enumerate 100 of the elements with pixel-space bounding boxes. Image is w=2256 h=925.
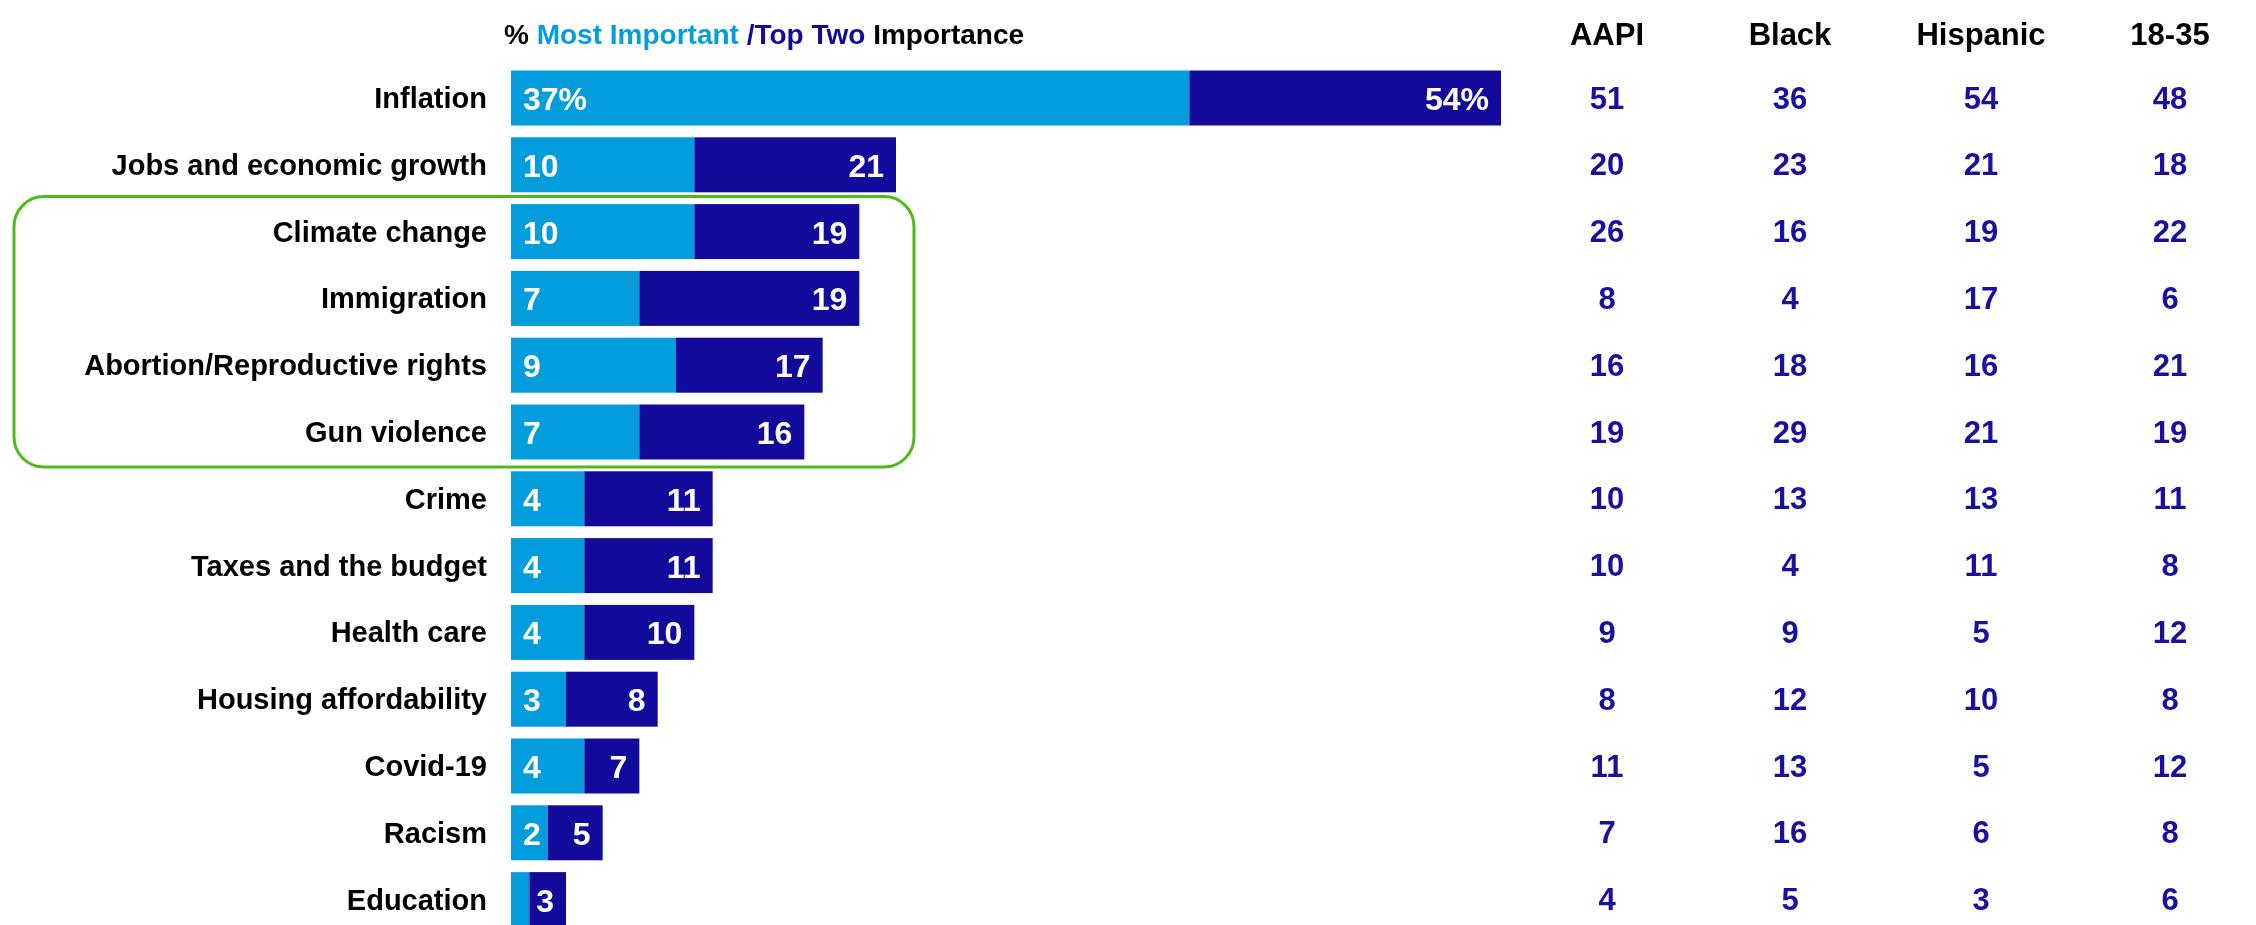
data-label: 12 — [2152, 614, 2188, 650]
data-label: 16 — [1772, 815, 1808, 851]
data-label: 37% — [523, 81, 588, 117]
data-label: 7 — [523, 415, 541, 451]
total-label: 8 — [627, 682, 646, 719]
bar — [584, 604, 695, 660]
data-label: 8 — [1598, 280, 1616, 316]
total-label: 10 — [646, 615, 683, 652]
data-label: 6 — [2161, 280, 2179, 316]
data-label: 7 — [523, 281, 541, 318]
data-label: 12 — [2152, 748, 2188, 784]
bar — [639, 270, 860, 326]
x-tick-label: 18-35 — [2130, 16, 2210, 52]
data-label: 23 — [1772, 147, 1808, 183]
y-tick-label: Abortion/Reproductive rights — [84, 349, 487, 382]
y-tick-label: Climate change — [272, 215, 487, 248]
total-label: 7 — [609, 749, 628, 785]
total-label: 11 — [666, 548, 701, 585]
data-label: 8 — [1598, 681, 1616, 717]
y-tick-label: Immigration — [321, 282, 487, 315]
total-label: 21 — [848, 147, 884, 184]
data-label: 11 — [1590, 748, 1624, 784]
x-tick-label: AAPI — [1569, 16, 1645, 52]
y-tick-label: Health care — [330, 616, 487, 649]
total-label: 54% — [1424, 81, 1489, 117]
bar — [511, 738, 585, 794]
data-label: 8 — [2161, 681, 2179, 717]
data-label: 19 — [1963, 214, 1999, 250]
total-label: 3 — [536, 882, 554, 919]
y-tick-label: Gun violence — [304, 416, 487, 448]
total-label: 16 — [756, 415, 793, 451]
data-label: 29 — [1772, 414, 1808, 450]
data-label: 4 — [523, 548, 541, 585]
data-label: 10 — [1963, 681, 1999, 717]
data-label: 5 — [1972, 614, 1990, 650]
data-label: 2 — [523, 815, 541, 852]
bar — [511, 204, 695, 260]
data-label: 16 — [1772, 214, 1808, 250]
data-label: 10 — [523, 147, 559, 184]
bar — [584, 471, 713, 527]
data-label: 3 — [1972, 882, 1990, 918]
y-tick-label: Education — [346, 883, 487, 916]
data-label: 9 — [523, 348, 541, 385]
data-label: 20 — [1589, 147, 1625, 183]
total-label: 19 — [811, 214, 848, 251]
data-label: 17 — [1963, 280, 1999, 316]
data-label: 11 — [2153, 481, 2187, 517]
data-label: 9 — [1781, 614, 1799, 650]
data-label: 54 — [1963, 80, 1999, 116]
data-label: 21 — [2152, 347, 2188, 383]
y-tick-label: Covid-19 — [364, 750, 487, 782]
bar — [511, 671, 566, 727]
data-label: 5 — [1972, 748, 1990, 784]
bar — [694, 204, 860, 260]
y-tick-label: Crime — [404, 482, 487, 515]
data-label: 7 — [1598, 815, 1616, 851]
data-label: 11 — [1964, 548, 1998, 584]
data-label: 4 — [523, 481, 541, 518]
data-label: 4 — [523, 749, 541, 785]
data-label: 5 — [1781, 882, 1799, 918]
data-label: 4 — [1781, 280, 1800, 316]
x-tick-label: Hispanic — [1916, 16, 2046, 52]
data-label: 13 — [1772, 748, 1808, 784]
data-label: 3 — [523, 682, 541, 719]
data-label: 8 — [2161, 548, 2179, 584]
data-label: 51 — [1589, 80, 1625, 116]
bar — [511, 70, 1190, 126]
text: Importance — [865, 18, 1025, 50]
data-label: 12 — [1772, 681, 1808, 717]
bar — [511, 805, 548, 861]
data-label: 10 — [523, 214, 559, 251]
y-tick-label: Jobs and economic growth — [111, 148, 487, 181]
bar — [694, 137, 896, 193]
data-label: 48 — [2152, 80, 2188, 116]
data-label: 10 — [1589, 481, 1625, 517]
data-label: 21 — [1963, 414, 1999, 450]
legend-title: % — [504, 18, 537, 50]
bar — [566, 671, 658, 727]
bar — [1189, 70, 1501, 126]
data-label: 10 — [1589, 548, 1625, 584]
total-label: 5 — [572, 815, 591, 852]
y-tick-label: Inflation — [374, 82, 487, 114]
bar — [511, 538, 585, 594]
bar — [584, 538, 713, 594]
data-label: 16 — [1589, 347, 1625, 383]
y-tick-label: Taxes and the budget — [191, 549, 488, 582]
data-label: 16 — [1963, 347, 1999, 383]
x-tick-label: Black — [1748, 16, 1833, 52]
series-label: Most Important — [536, 18, 739, 50]
data-label: 4 — [1598, 882, 1617, 918]
data-label: 6 — [2161, 882, 2179, 918]
bar — [511, 137, 695, 193]
y-tick-label: Housing affordability — [197, 683, 487, 716]
data-label: 19 — [1589, 414, 1625, 450]
data-label: 4 — [1781, 548, 1800, 584]
bar — [639, 404, 805, 460]
data-label: 18 — [2152, 147, 2188, 183]
bar — [511, 604, 585, 660]
text: /Top Two — [738, 18, 866, 50]
data-label: 6 — [1972, 815, 1990, 851]
